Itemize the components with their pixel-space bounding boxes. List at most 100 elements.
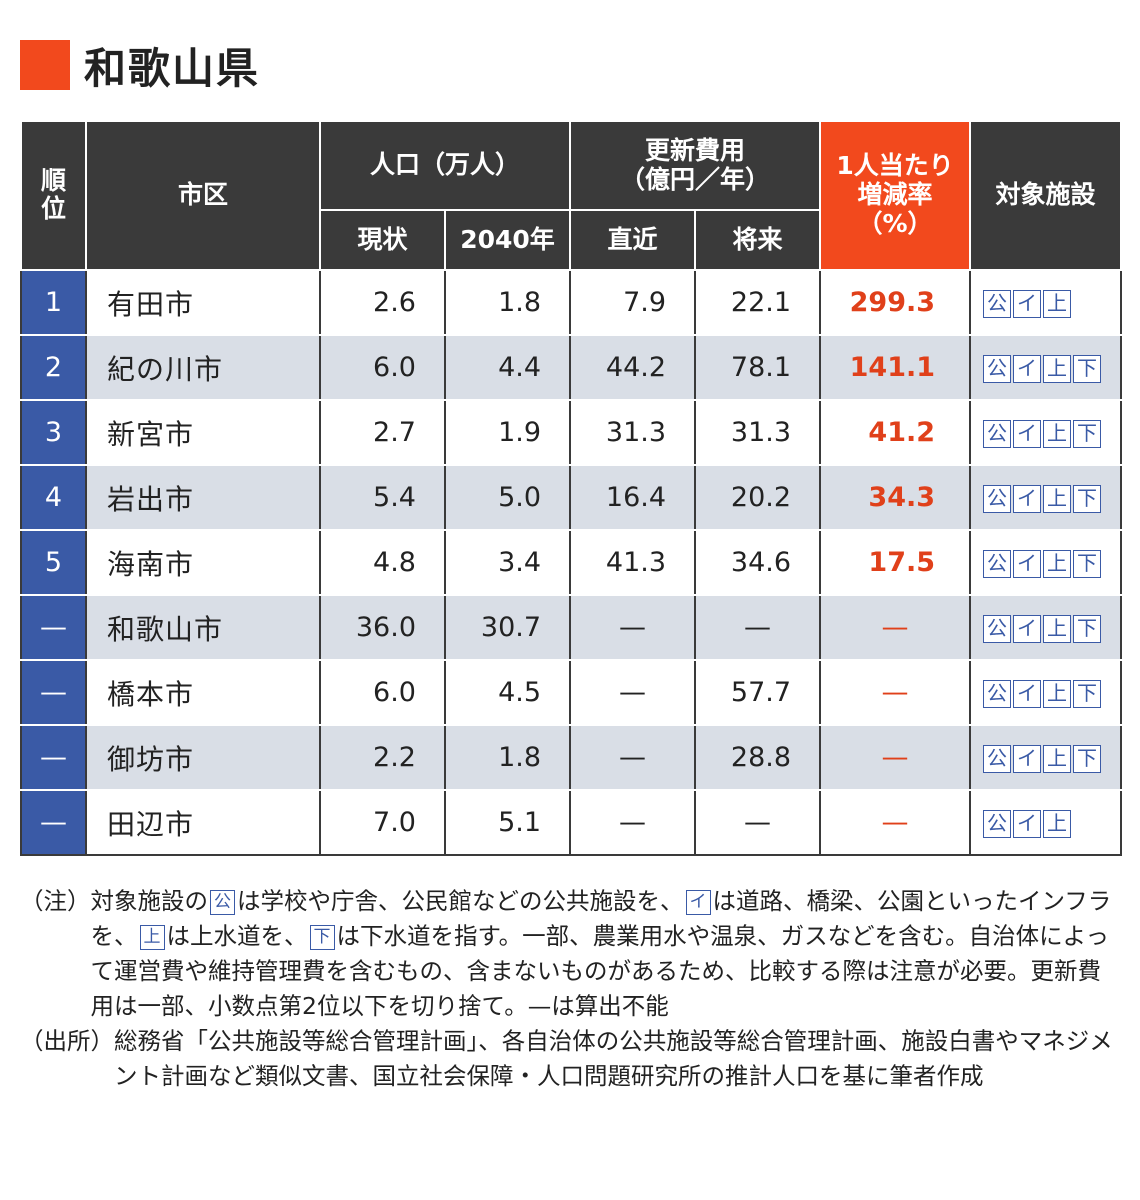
table-row: — 御坊市 2.2 1.8—28.8— 公イ上下 — [20, 725, 1123, 791]
public-facility-icon: 公 — [983, 679, 1012, 708]
cost-future-cell: 20.2 — [694, 465, 822, 531]
public-facility-icon: 公 — [983, 549, 1012, 578]
infrastructure-icon: イ — [1013, 354, 1042, 383]
infrastructure-icon: イ — [1013, 549, 1042, 578]
infrastructure-icon: イ — [1013, 419, 1042, 448]
note-text: は下水道を指す。一部、農業用水や温泉、ガスなどを含む。自治体によって運営費や維持… — [90, 922, 1109, 1020]
table-row: — 和歌山市 36.0 30.7— — — 公イ上下 — [20, 595, 1123, 661]
pop-2040-cell: 1.9 — [443, 400, 572, 466]
water-supply-icon: 上 — [1043, 679, 1072, 708]
pop-2040-cell: 5.1 — [443, 790, 572, 856]
cost-recent-cell: — — [569, 595, 697, 661]
facilities-cell: 公イ上下 — [969, 335, 1123, 401]
city-cell: 新宮市 — [85, 400, 321, 466]
cost-recent-cell: 31.3 — [569, 400, 697, 466]
header-rate-line3: （%） — [857, 208, 933, 238]
source-text: 総務省「公共施設等総合管理計画」、各自治体の公共施設等総合管理計画、施設白書やマ… — [114, 1027, 1113, 1090]
pop-current-cell: 6.0 — [319, 335, 446, 401]
ranking-table: 順位 市区 人口（万人） 更新費用 （億円／年） 1人当たり 増減率 （%） 対… — [20, 120, 1123, 856]
sewer-icon: 下 — [1073, 354, 1102, 383]
header-rate-line2: 増減率 — [857, 180, 933, 210]
pop-2040-cell: 4.4 — [443, 335, 572, 401]
header-population: 人口（万人） — [318, 120, 572, 211]
table-row: 5 海南市 4.8 3.4 41.3 34.6 17.5 公イ上下 — [20, 530, 1123, 596]
pop-current-cell: 5.4 — [319, 465, 446, 531]
rank-cell: 3 — [20, 400, 87, 466]
pop-2040-cell: 1.8 — [443, 725, 572, 791]
city-cell: 紀の川市 — [85, 335, 321, 401]
table-row: 2 紀の川市 6.0 4.4 44.2 78.1 141.1 公イ上下 — [20, 335, 1123, 401]
cost-future-cell: 28.8 — [694, 725, 822, 791]
pop-2040-cell: 1.8 — [443, 270, 572, 336]
cost-recent-cell: — — [569, 790, 697, 856]
header-cost-line2: （億円／年） — [620, 164, 771, 194]
cost-recent-cell: 41.3 — [569, 530, 697, 596]
public-facility-icon: 公 — [983, 354, 1012, 383]
infrastructure-icon: イ — [1013, 289, 1042, 318]
page-title: 和歌山県 — [20, 38, 260, 93]
sewer-icon: 下 — [1073, 679, 1102, 708]
infrastructure-icon: イ — [1013, 484, 1042, 513]
facilities-cell: 公イ上下 — [969, 595, 1123, 661]
cost-recent-cell: — — [569, 725, 697, 791]
rank-cell: — — [20, 660, 87, 726]
header-cost: 更新費用 （億円／年） — [569, 120, 822, 211]
rate-cell: — — [819, 595, 972, 661]
water-supply-icon: 上 — [1043, 744, 1072, 773]
rate-cell: — — [819, 660, 972, 726]
header-cost-line1: 更新費用 — [645, 135, 746, 165]
notes-section: （注） 対象施設の公は学校や庁舎、公民館などの公共施設を、イは道路、橋梁、公園と… — [20, 884, 1120, 1094]
rank-cell: — — [20, 595, 87, 661]
header-pop-2040: 2040年 — [443, 209, 572, 271]
header-rank: 順位 — [20, 120, 87, 271]
note-text: は学校や庁舎、公民館などの公共施設を、 — [237, 887, 684, 915]
pop-2040-cell: 5.0 — [443, 465, 572, 531]
table-row: — 田辺市 7.0 5.1— — — 公イ上 — [20, 790, 1123, 856]
rate-cell: 17.5 — [819, 530, 972, 596]
facilities-cell: 公イ上下 — [969, 725, 1123, 791]
infrastructure-icon: イ — [685, 890, 711, 915]
pop-current-cell: 6.0 — [319, 660, 446, 726]
header-rank-label: 順位 — [40, 166, 66, 223]
table-row: — 橋本市 6.0 4.5—57.7— 公イ上下 — [20, 660, 1123, 726]
cost-future-cell: 34.6 — [694, 530, 822, 596]
pop-current-cell: 2.6 — [319, 270, 446, 336]
public-facility-icon: 公 — [210, 890, 235, 915]
pop-2040-cell: 3.4 — [443, 530, 572, 596]
public-facility-icon: 公 — [983, 419, 1012, 448]
note-body: 対象施設の公は学校や庁舎、公民館などの公共施設を、イは道路、橋梁、公園といったイ… — [91, 884, 1121, 1024]
city-cell: 御坊市 — [85, 725, 321, 791]
cost-future-cell: 22.1 — [694, 270, 822, 336]
note-text: は道路、橋梁、公園といったインフラを、 — [90, 887, 1112, 950]
cost-recent-cell: 44.2 — [569, 335, 697, 401]
pop-current-cell: 7.0 — [319, 790, 446, 856]
source-label: （出所） — [20, 1027, 114, 1055]
cost-future-cell: 57.7 — [694, 660, 822, 726]
sewer-icon: 下 — [1073, 419, 1102, 448]
city-cell: 岩出市 — [85, 465, 321, 531]
header-cost-future: 将来 — [694, 209, 822, 271]
rate-cell: 41.2 — [819, 400, 972, 466]
city-cell: 和歌山市 — [85, 595, 321, 661]
header-pop-current: 現状 — [319, 209, 446, 271]
rate-cell: — — [819, 790, 972, 856]
cost-recent-cell: 16.4 — [569, 465, 697, 531]
facilities-cell: 公イ上 — [969, 790, 1123, 856]
facilities-cell: 公イ上下 — [969, 400, 1123, 466]
header-rate-line1: 1人当たり — [836, 151, 954, 181]
note-label: （注） — [20, 887, 91, 915]
pop-current-cell: 36.0 — [319, 595, 446, 661]
facilities-cell: 公イ上下 — [969, 465, 1123, 531]
water-supply-icon: 上 — [139, 925, 165, 950]
cost-future-cell: 78.1 — [694, 335, 822, 401]
city-cell: 海南市 — [85, 530, 321, 596]
water-supply-icon: 上 — [1043, 289, 1072, 318]
sewer-icon: 下 — [1073, 614, 1102, 643]
infrastructure-icon: イ — [1013, 614, 1042, 643]
sewer-icon: 下 — [1073, 744, 1102, 773]
cost-future-cell: — — [694, 790, 822, 856]
facilities-cell: 公イ上下 — [969, 530, 1123, 596]
public-facility-icon: 公 — [983, 744, 1012, 773]
note-text: 対象施設の — [90, 887, 209, 915]
rate-cell: 299.3 — [819, 270, 972, 336]
